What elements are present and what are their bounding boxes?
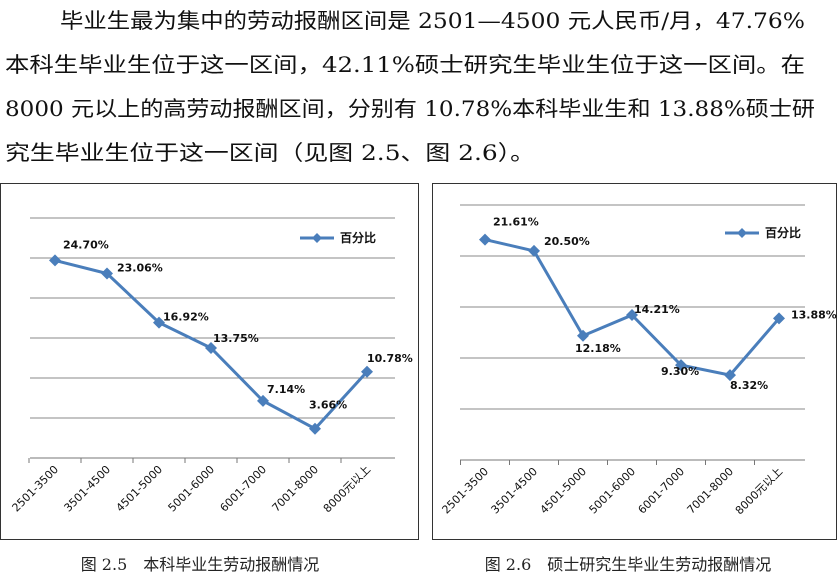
- chart-frame: [0, 183, 419, 540]
- x-tick-label: 8000元以上: [733, 465, 785, 517]
- legend-label: 百分比: [765, 225, 801, 240]
- data-label: 9.30%: [661, 365, 699, 378]
- x-tick-label: 8000元以上: [321, 463, 373, 515]
- data-point: [528, 244, 540, 257]
- data-label: 16.92%: [163, 311, 209, 324]
- caption: 图 2.5 本科毕业生劳动报酬情况: [81, 555, 320, 574]
- x-tick-label: 5001-6000: [587, 465, 639, 517]
- chart-frame: [432, 183, 837, 540]
- data-label: 13.75%: [213, 332, 259, 345]
- x-tick-label: 4501-5000: [538, 465, 590, 517]
- data-point: [309, 422, 321, 435]
- data-point: [153, 316, 165, 329]
- data-label: 24.70%: [63, 238, 109, 251]
- paragraph-line: 本科生毕业生位于这一区间，42.11%硕士研究生毕业生位于这一区间。在: [5, 53, 805, 77]
- paragraph-line: 究生毕业生位于这一区间（见图 2.5、图 2.6）。: [5, 141, 535, 165]
- paragraph-line: 8000 元以上的高劳动报酬区间，分别有 10.78%本科毕业生和 13.88%…: [5, 97, 815, 121]
- caption: 图 2.6 硕士研究生毕业生劳动报酬情况: [485, 555, 772, 574]
- data-point: [361, 365, 373, 378]
- paragraph-line: 毕业生最为集中的劳动报酬区间是 2501—4500 元人民币/月，47.76%: [60, 9, 805, 33]
- data-point: [205, 342, 217, 354]
- data-label: 20.50%: [544, 235, 590, 248]
- x-tick-label: 2501-3500: [440, 465, 492, 517]
- x-tick-label: 2501-3500: [10, 463, 62, 515]
- legend-marker: [737, 228, 747, 238]
- data-point: [257, 394, 269, 407]
- data-label: 12.18%: [575, 342, 621, 355]
- data-label: 3.66%: [309, 399, 347, 412]
- x-tick-label: 7001-8000: [685, 465, 737, 517]
- legend-label: 百分比: [340, 230, 376, 245]
- data-label: 23.06%: [117, 262, 163, 275]
- data-label: 21.61%: [493, 216, 539, 229]
- data-point: [675, 359, 687, 372]
- data-point: [724, 369, 736, 382]
- data-label: 13.88%: [791, 308, 837, 321]
- legend-marker: [312, 233, 322, 243]
- data-point: [626, 309, 638, 322]
- data-point: [577, 329, 589, 342]
- x-tick-label: 4501-5000: [114, 463, 166, 515]
- data-label: 10.78%: [367, 352, 413, 365]
- x-tick-label: 6001-7000: [218, 463, 270, 515]
- data-point: [49, 254, 61, 267]
- x-tick-label: 3501-4500: [62, 463, 114, 515]
- x-tick-label: 6001-7000: [636, 465, 688, 517]
- data-point: [773, 312, 785, 325]
- x-tick-label: 5001-6000: [166, 463, 218, 515]
- x-tick-label: 7001-8000: [270, 463, 322, 515]
- data-point: [479, 233, 491, 246]
- x-tick-label: 3501-4500: [489, 465, 541, 517]
- data-label: 7.14%: [267, 383, 305, 396]
- data-point: [101, 267, 113, 280]
- data-label: 8.32%: [730, 379, 768, 392]
- data-label: 14.21%: [634, 303, 680, 316]
